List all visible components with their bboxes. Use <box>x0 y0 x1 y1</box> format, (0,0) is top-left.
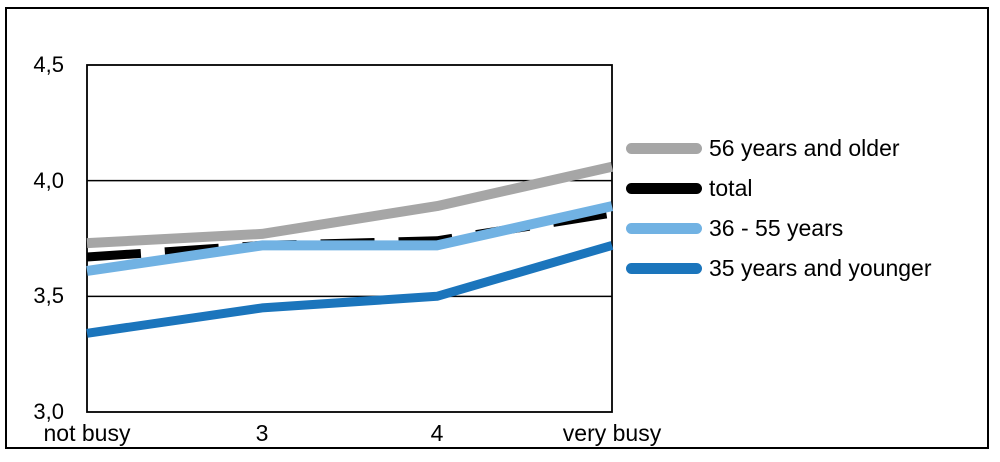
series-line-2 <box>86 201 614 276</box>
chart-outer-border <box>5 7 989 449</box>
y-tick-label: 4,0 <box>33 167 64 193</box>
legend-item: 36 - 55 years <box>626 208 843 248</box>
y-tick-label: 3,0 <box>33 399 64 424</box>
legend-label: 36 - 55 years <box>709 215 844 241</box>
legend-swatch-icon <box>626 262 702 274</box>
legend-label: 35 years and younger <box>709 255 932 281</box>
x-tick-label: not busy <box>43 420 131 446</box>
series-line-0 <box>86 161 614 249</box>
legend-swatch-icon <box>626 222 702 234</box>
legend-item: total <box>626 168 752 208</box>
legend-item: 35 years and younger <box>626 248 932 288</box>
x-tick-label: 4 <box>430 420 444 446</box>
legend-label: 56 years and older <box>709 135 900 161</box>
legend-item: 56 years and older <box>626 128 900 168</box>
y-tick-label: 3,5 <box>33 283 64 309</box>
y-tick-label: 4,5 <box>33 52 64 77</box>
series-line-3 <box>86 241 614 338</box>
legend-label: total <box>709 175 753 201</box>
legend-swatch-icon <box>626 182 702 194</box>
x-tick-label: very busy <box>562 420 662 446</box>
x-tick-label: 3 <box>255 420 269 446</box>
legend-swatch-icon <box>626 142 702 154</box>
